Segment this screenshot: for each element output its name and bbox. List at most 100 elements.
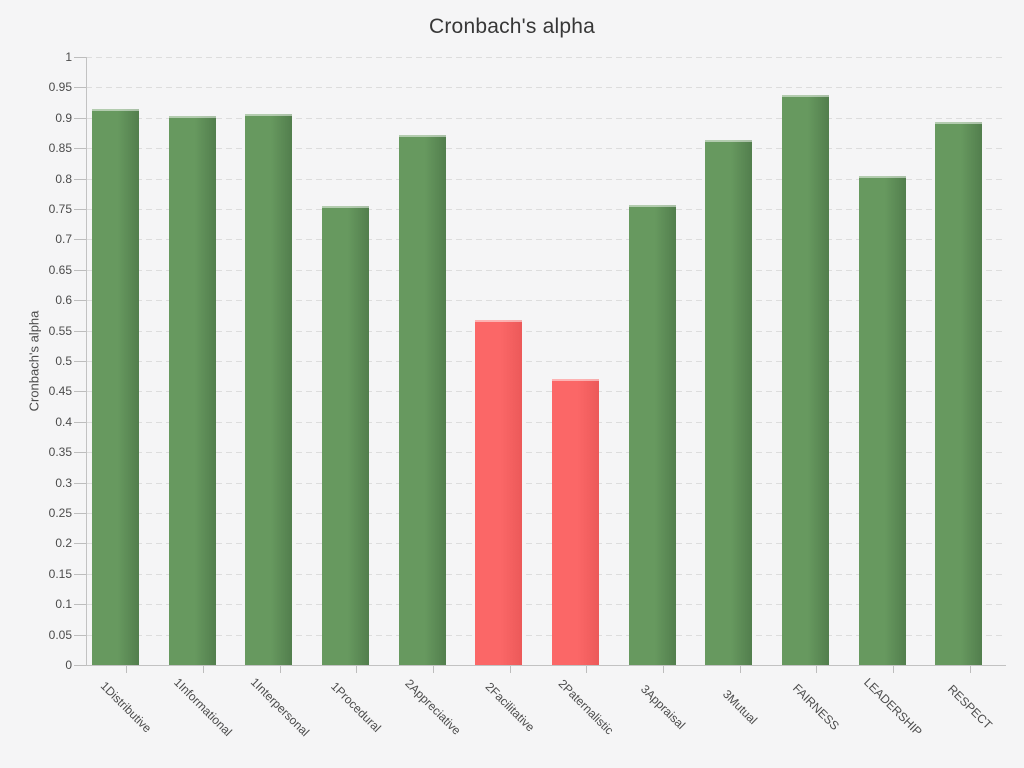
y-axis-tick	[74, 269, 86, 271]
y-axis-tick	[74, 57, 86, 58]
bar-2appreciative[interactable]	[398, 135, 446, 665]
gridline	[86, 543, 1006, 545]
y-axis-tick	[74, 330, 86, 332]
gridline	[86, 117, 1006, 119]
y-axis-tick	[74, 87, 86, 89]
y-tick-label: 0	[65, 658, 72, 672]
y-tick-label: 0.7	[55, 232, 72, 247]
gridline	[86, 421, 1006, 423]
y-axis-tick	[74, 209, 86, 210]
bar-fairness[interactable]	[782, 95, 829, 665]
y-tick-label: 0.15	[48, 566, 72, 581]
y-tick-label: 0.8	[55, 171, 72, 186]
y-tick-label: 0.6	[55, 293, 72, 308]
y-axis-tick	[74, 634, 86, 636]
y-axis-tick	[74, 604, 86, 606]
x-axis-tick	[816, 666, 818, 673]
x-axis-tick	[279, 666, 281, 673]
y-tick-label: 0.75	[48, 202, 72, 216]
y-tick-label: 0.05	[48, 627, 72, 642]
x-axis-line	[86, 665, 1006, 666]
y-tick-label: 0.35	[48, 445, 72, 460]
chart-title: Cronbach's alpha	[429, 15, 595, 38]
y-tick-label: 0.5	[55, 354, 72, 368]
y-tick-label: 0.1	[55, 597, 72, 612]
y-axis-tick	[74, 178, 86, 180]
y-axis-tick	[74, 482, 86, 484]
x-axis-tick	[509, 666, 511, 673]
bar-leadership[interactable]	[858, 176, 906, 665]
bar-2paternalistic[interactable]	[552, 379, 599, 665]
bar-3appraisal[interactable]	[628, 205, 676, 665]
y-tick-label: 0.85	[48, 141, 72, 156]
y-tick-label: 0.3	[55, 475, 72, 490]
gridline	[86, 148, 1006, 150]
y-axis-tick	[74, 148, 86, 150]
y-axis-tick	[74, 117, 86, 119]
y-tick-label: 0.45	[48, 384, 72, 399]
x-axis-tick	[356, 666, 358, 673]
y-axis-tick	[74, 300, 86, 302]
bar-2facilitative[interactable]	[475, 320, 523, 665]
x-tick-label: 3Appraisal	[638, 682, 688, 732]
gridline	[86, 391, 1006, 393]
x-tick-label: 2Appreciative	[402, 676, 464, 738]
y-axis-tick	[74, 543, 86, 545]
gridline	[86, 634, 1006, 636]
y-axis-line	[86, 57, 87, 665]
x-tick-label: LEADERSHIP	[861, 675, 925, 739]
y-tick-label: 0.95	[48, 80, 72, 95]
y-axis-tick	[74, 452, 86, 454]
gridline	[86, 269, 1006, 271]
bar-respect[interactable]	[935, 122, 983, 665]
x-axis-tick	[663, 666, 664, 673]
y-tick-label: 0.2	[55, 536, 72, 551]
x-tick-label: FAIRNESS	[790, 681, 843, 733]
y-axis-tick	[74, 573, 86, 575]
gridline	[86, 300, 1006, 302]
y-tick-label: 0.4	[55, 414, 72, 429]
x-axis-tick	[433, 666, 434, 673]
y-axis-tick	[74, 361, 86, 362]
x-tick-label: 1Informational	[171, 675, 235, 739]
x-axis-tick	[893, 666, 894, 673]
x-tick-label: 1Procedural	[328, 679, 385, 735]
bar-1procedural[interactable]	[322, 205, 369, 665]
gridline	[86, 239, 1006, 241]
y-axis-tick	[74, 391, 86, 393]
gridline	[86, 482, 1006, 484]
gridline	[86, 452, 1006, 454]
bar-1distributive[interactable]	[92, 108, 139, 665]
x-axis-tick	[203, 666, 204, 673]
gridline	[86, 604, 1006, 606]
x-axis-tick	[126, 666, 128, 673]
bar-1informational[interactable]	[168, 115, 216, 665]
y-tick-label: 0.25	[48, 506, 72, 520]
y-axis-tick	[74, 421, 86, 423]
y-tick-label: 1	[65, 50, 72, 64]
gridline	[86, 57, 1006, 58]
y-tick-label: 0.65	[48, 262, 72, 277]
y-axis-tick	[74, 239, 86, 241]
x-tick-label: 3Mutual	[719, 686, 760, 728]
gridline	[86, 209, 1006, 210]
gridline	[86, 87, 1006, 89]
x-tick-label: RESPECT	[944, 682, 995, 732]
gridline	[86, 178, 1006, 180]
y-tick-label: 0.9	[55, 110, 72, 125]
gridline	[86, 573, 1006, 575]
y-axis-tick	[74, 513, 86, 514]
gridline	[86, 361, 1006, 362]
x-tick-label: 2Paternalistic	[555, 676, 617, 738]
x-tick-label: 1Interpersonal	[247, 674, 312, 740]
x-tick-label: 1Distributive	[98, 678, 155, 736]
bar-1interpersonal[interactable]	[245, 113, 293, 665]
x-axis-tick	[969, 666, 971, 673]
x-tick-label: 2Facilitative	[482, 679, 538, 735]
bar-3mutual[interactable]	[705, 140, 753, 665]
y-tick-label: 0.55	[48, 323, 72, 338]
x-axis-tick	[739, 666, 741, 673]
gridline	[86, 513, 1006, 514]
gridline	[86, 330, 1006, 332]
